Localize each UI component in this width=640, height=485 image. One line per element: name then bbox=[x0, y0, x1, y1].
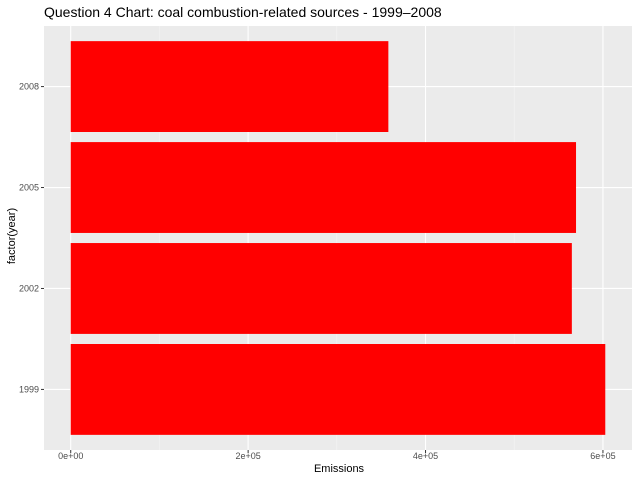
y-axis: 1999 2002 2005 2008 bbox=[19, 82, 44, 394]
bar-2002 bbox=[70, 243, 572, 334]
y-tick-label: 2005 bbox=[19, 183, 39, 193]
bar-2008 bbox=[70, 41, 389, 133]
x-tick-label: 0e+00 bbox=[58, 451, 83, 461]
x-axis: 0e+00 2e+05 4e+05 6e+05 bbox=[58, 450, 616, 461]
bar-1999 bbox=[70, 344, 606, 435]
x-axis-title: Emissions bbox=[314, 463, 365, 475]
bar-2005 bbox=[70, 142, 577, 233]
y-axis-title: factor(year) bbox=[6, 208, 18, 264]
y-tick-label: 1999 bbox=[19, 384, 39, 394]
y-tick-label: 2008 bbox=[19, 82, 39, 92]
bars bbox=[70, 41, 606, 435]
y-tick-label: 2002 bbox=[19, 283, 39, 293]
x-tick-label: 4e+05 bbox=[413, 451, 438, 461]
x-tick-label: 6e+05 bbox=[590, 451, 615, 461]
x-tick-label: 2e+05 bbox=[235, 451, 260, 461]
chart-title: Question 4 Chart: coal combustion-relate… bbox=[44, 4, 442, 20]
